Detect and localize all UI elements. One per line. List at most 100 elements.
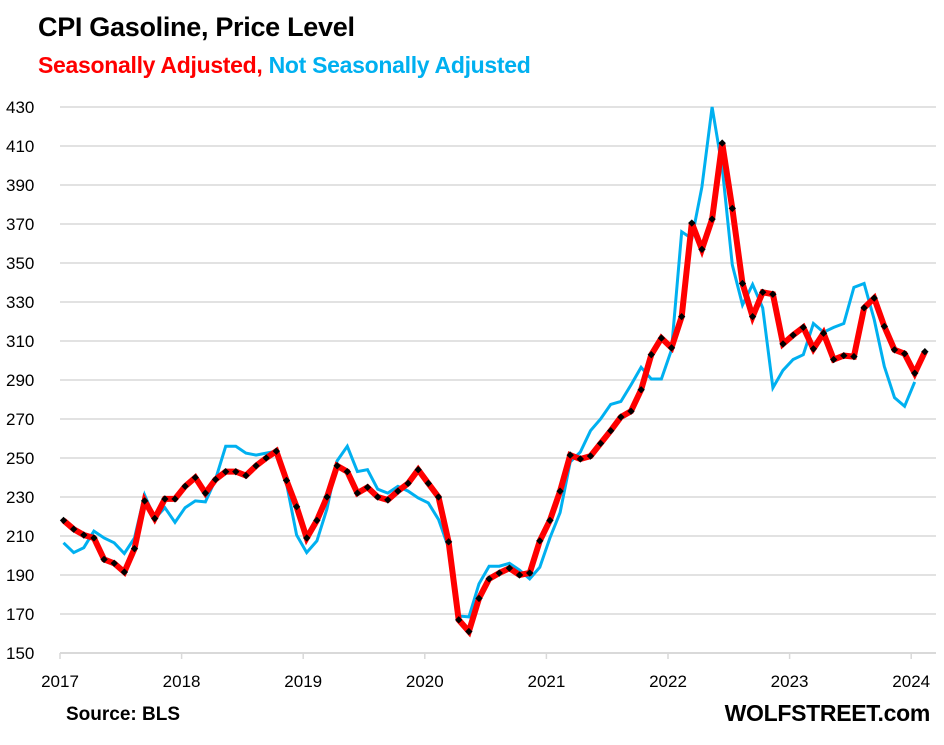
y-tick-label: 270 — [6, 410, 34, 429]
sa-line — [61, 142, 928, 638]
sa-data-point — [424, 479, 433, 488]
y-tick-label: 250 — [6, 449, 34, 468]
x-tick-label: 2024 — [892, 672, 930, 691]
sa-data-point — [546, 516, 554, 525]
x-tick-label: 2018 — [163, 672, 201, 691]
sa-data-point — [80, 531, 88, 539]
sa-data-point — [688, 219, 696, 227]
sa-data-point — [191, 473, 199, 482]
sa-data-point — [201, 489, 210, 497]
sa-data-point — [323, 493, 331, 501]
sa-data-point — [171, 495, 179, 503]
sa-data-point — [708, 215, 716, 223]
sa-data-point — [414, 466, 422, 474]
nsa-line — [62, 106, 917, 619]
y-tick-label: 290 — [6, 371, 34, 390]
legend-seasonally-adjusted: Seasonally Adjusted, — [38, 52, 263, 78]
sa-data-point — [515, 571, 524, 579]
sa-data-point — [404, 479, 412, 488]
sa-data-point — [860, 304, 868, 312]
sa-data-point — [769, 290, 777, 298]
y-tick-label: 410 — [6, 137, 34, 156]
sa-data-point — [830, 355, 838, 364]
sa-data-point — [789, 331, 797, 339]
sa-data-point — [627, 407, 635, 415]
sa-data-point — [698, 245, 706, 254]
sa-data-point — [384, 496, 392, 504]
sa-data-point — [151, 514, 159, 523]
sa-data-point — [890, 346, 899, 354]
sa-data-point — [475, 594, 483, 603]
sa-data-point — [657, 334, 666, 342]
sa-data-point — [485, 575, 493, 583]
sa-data-point — [870, 294, 878, 302]
sa-data-point — [728, 204, 737, 213]
sa-data-point — [272, 447, 281, 455]
x-axis: 2017 2018 2019 2020 2021 2022 2023 2024 — [41, 653, 930, 691]
brand-label: WOLFSTREET.com — [724, 700, 931, 726]
sa-data-point — [222, 467, 230, 476]
sa-data-point — [161, 495, 169, 503]
x-tick-label: 2021 — [527, 672, 565, 691]
y-tick-label: 330 — [6, 293, 34, 312]
sa-data-point — [586, 452, 595, 460]
sa-data-point — [759, 288, 767, 296]
y-tick-label: 370 — [6, 215, 34, 234]
sa-data-point — [455, 616, 463, 624]
sa-data-point — [211, 475, 220, 484]
sa-data-point — [333, 462, 341, 470]
sa-data-point — [252, 462, 260, 470]
sa-data-point — [526, 569, 534, 577]
sa-data-point — [100, 555, 108, 564]
sa-data-point — [596, 439, 605, 448]
y-tick-label: 310 — [6, 332, 34, 351]
y-tick-label: 170 — [6, 605, 34, 624]
sa-data-point — [120, 568, 129, 576]
sa-data-point — [607, 427, 615, 435]
y-tick-label: 390 — [6, 176, 34, 195]
sa-data-point — [911, 369, 919, 377]
sa-data-point — [495, 569, 503, 577]
sa-data-point — [900, 349, 909, 358]
sa-data-point — [809, 345, 818, 353]
sa-data-point — [536, 537, 544, 545]
sa-data-point — [667, 344, 676, 352]
sa-data-point — [232, 467, 240, 476]
y-tick-label: 210 — [6, 527, 34, 546]
y-axis: 150 170 190 210 230 250 270 290 310 330 350 370 390 4… — [6, 98, 34, 663]
sa-data-point — [748, 312, 757, 321]
y-tick-label: 190 — [6, 566, 34, 585]
x-tick-label: 2023 — [771, 672, 809, 691]
sa-data-point — [282, 476, 291, 485]
sa-data-point — [647, 350, 655, 359]
series-not-seasonally-adjusted — [62, 106, 917, 619]
sa-data-point — [799, 323, 807, 332]
sa-data-point — [576, 455, 585, 463]
y-tick-label: 230 — [6, 488, 34, 507]
chart-subtitle: Seasonally Adjusted, Not Seasonally Adju… — [38, 52, 531, 79]
sa-data-point — [262, 454, 270, 462]
x-tick-label: 2017 — [41, 672, 79, 691]
sa-data-point — [840, 351, 848, 360]
sa-data-point — [59, 516, 68, 525]
sa-data-point — [181, 482, 189, 490]
y-tick-label: 150 — [6, 644, 34, 663]
sa-data-point — [303, 534, 311, 542]
sa-data-point — [819, 329, 828, 337]
sa-data-point — [678, 312, 686, 321]
sa-data-point — [374, 493, 382, 501]
sa-data-point — [738, 279, 747, 288]
sa-data-point — [343, 467, 351, 476]
sa-data-point — [465, 627, 473, 636]
sa-data-point — [363, 483, 372, 491]
sa-data-point — [566, 451, 574, 459]
sa-data-point — [394, 487, 402, 495]
sa-data-point — [850, 352, 858, 361]
x-tick-label: 2020 — [406, 672, 444, 691]
sa-data-point — [556, 487, 564, 495]
sa-data-point — [90, 534, 98, 542]
sa-data-point — [617, 413, 625, 421]
sa-data-point — [313, 516, 321, 525]
sa-data-point — [353, 489, 362, 497]
